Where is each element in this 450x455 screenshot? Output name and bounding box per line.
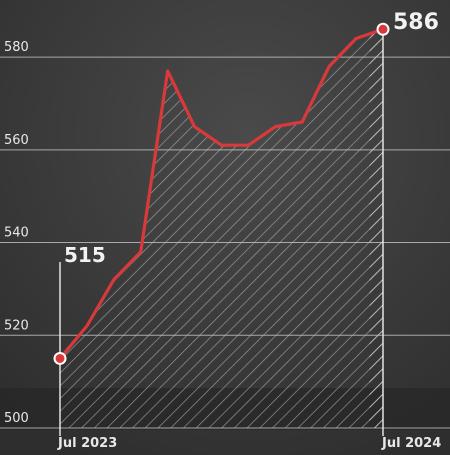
- area-highlight: [369, 29, 383, 428]
- tick-labels: 500 520 540 560 580 Jul 2023 Jul 2024: [4, 40, 441, 451]
- y-tick-label-540: 540: [4, 226, 29, 241]
- y-tick-label-520: 520: [4, 318, 29, 333]
- x-tick-label-end: Jul 2024: [381, 436, 441, 451]
- y-tick-label-500: 500: [4, 411, 29, 426]
- area-fill: [60, 29, 383, 428]
- start-point-marker: [53, 351, 67, 365]
- x-tick-label-start: Jul 2023: [57, 436, 117, 451]
- y-tick-label-580: 580: [4, 40, 29, 55]
- area-hatch: [60, 29, 383, 428]
- callouts: 515 586: [64, 10, 439, 267]
- data-points: [53, 22, 390, 365]
- end-point-marker: [376, 22, 390, 36]
- end-value-callout: 586: [393, 10, 439, 35]
- range-markers: [59, 29, 384, 436]
- series-line-path: [58, 27, 385, 361]
- start-value-callout: 515: [64, 243, 106, 267]
- y-tick-label-560: 560: [4, 133, 29, 148]
- series-line: [58, 27, 385, 361]
